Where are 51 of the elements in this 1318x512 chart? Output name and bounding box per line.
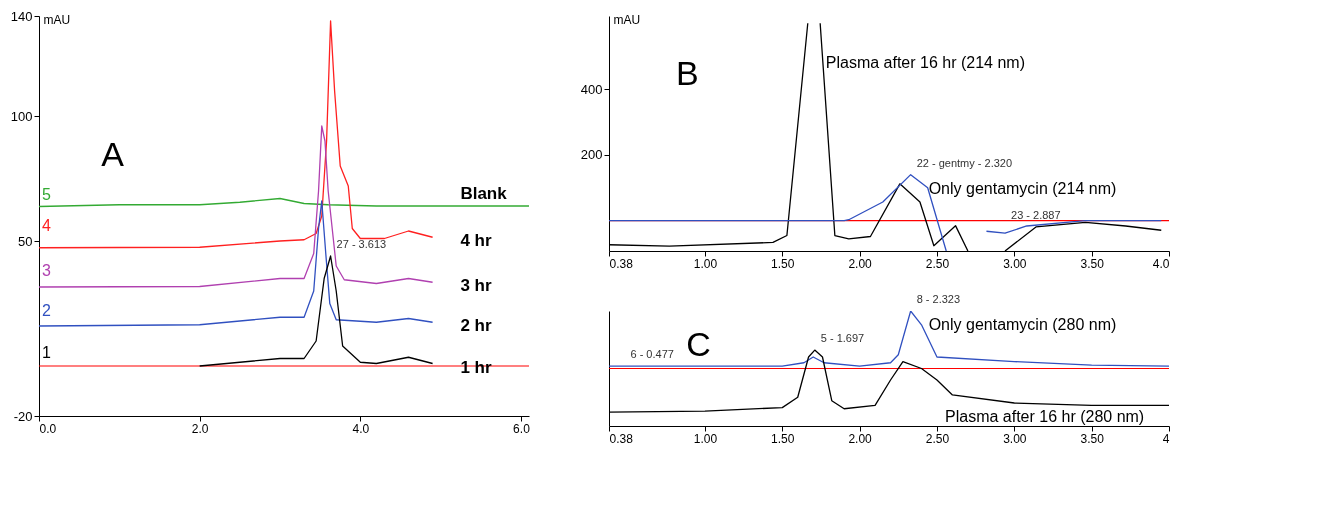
x-tick-label: 4.0	[1152, 256, 1170, 271]
x-tick-label: 6.0	[513, 421, 531, 436]
y-tick-label: 100	[10, 108, 33, 124]
text: B	[676, 53, 699, 92]
annotation: 23 - 2.887	[1011, 209, 1061, 222]
x-tick-label: 3.50	[1080, 431, 1105, 446]
text: A	[101, 135, 125, 173]
x-tick-label: 1.00	[693, 256, 718, 271]
x-tick-label: 3.00	[1003, 431, 1027, 446]
y-tick-label: -20	[13, 408, 33, 424]
x-tick-label: 4	[1162, 431, 1170, 446]
y-tick-label: 400	[580, 81, 603, 97]
x-tick-label: 2.00	[848, 256, 873, 271]
annotation: 5	[42, 186, 51, 203]
y-axis-title: mAU	[613, 12, 641, 27]
annotation: 22 - gentmy - 2.320	[916, 156, 1013, 169]
series-label: Only gentamycin (214 nm)	[928, 179, 1117, 197]
x-tick-label: 3.50	[1080, 256, 1105, 271]
annotation: 4	[42, 217, 51, 235]
annotation: 3	[42, 262, 51, 280]
annotation: 2	[42, 302, 51, 320]
series-label: Plasma after 16 hr (280 nm)	[945, 408, 1145, 426]
x-tick-label: 2.50	[925, 256, 950, 271]
x-tick-label: 3.00	[1003, 256, 1027, 271]
y-tick-label: 140	[10, 8, 33, 24]
y-axis-title: mAU	[43, 12, 71, 27]
series-label: 3 hr	[460, 276, 492, 296]
x-tick-label: 2.50	[925, 431, 950, 446]
x-tick-label: 2.0	[191, 421, 209, 436]
x-tick-label: 0.38	[609, 256, 634, 271]
x-tick-label: 0.0	[39, 421, 57, 436]
series-label: Only gentamycin (280 nm)	[928, 316, 1117, 333]
series-label: Plasma after 16 hr (214 nm)	[825, 54, 1025, 72]
series-label: 1 hr	[460, 357, 492, 377]
y-tick-label: 200	[580, 147, 603, 163]
annotation: 8 - 2.323	[916, 293, 961, 305]
x-tick-label: 1.00	[693, 431, 718, 446]
series-label: 2 hr	[460, 316, 492, 336]
x-tick-label: 1.50	[771, 431, 795, 446]
chart-title: C	[686, 324, 711, 363]
x-tick-label: 1.50	[771, 256, 795, 271]
x-tick-label: 2.00	[848, 431, 873, 446]
annotation: 6 - 0.477	[630, 348, 674, 361]
annotation: 1	[42, 343, 51, 361]
x-tick-label: 4.0	[352, 421, 370, 436]
annotation: 27 - 3.613	[336, 238, 387, 250]
x-tick-label: 0.38	[609, 431, 634, 446]
series-label: Blank	[460, 184, 508, 203]
y-tick-label: 50	[18, 233, 33, 249]
annotation: 5 - 1.697	[820, 332, 865, 345]
series-label: 4 hr	[460, 231, 492, 251]
